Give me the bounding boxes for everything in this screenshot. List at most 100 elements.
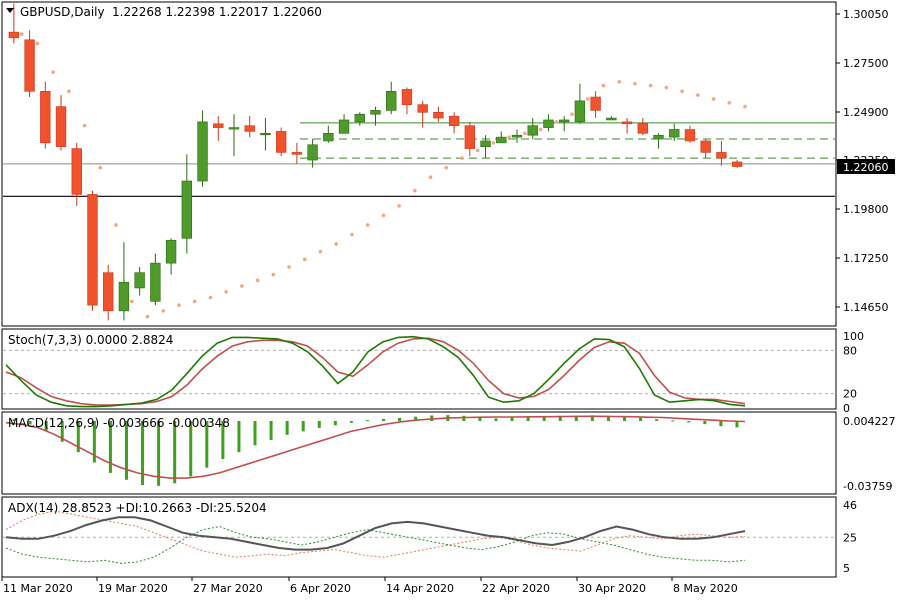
candle-body [103,272,114,312]
candle-body [527,125,538,136]
sar-dot [177,303,181,307]
sar-dot [413,188,417,193]
date-tick-label: 22 Apr 2020 [482,582,550,595]
sar-dot [334,242,338,246]
macd-tick-label: -0.03759 [843,480,892,493]
candle-body [401,89,413,105]
macd-bar [494,418,498,421]
sar-dot [523,131,527,136]
sar-dot [287,265,291,269]
macd-signal-line [5,415,746,479]
macd-label: MACD(12,26,9) -0.003666 -0.000348 [8,416,230,430]
sar-dot [145,314,150,319]
candle-body [684,129,696,142]
adx-tick-label: 46 [843,499,857,512]
sar-dot [67,89,71,94]
candle-body [275,131,287,153]
candle-body [150,262,161,302]
price-tick-label: 1.17250 [843,252,889,265]
candle-body [669,129,680,138]
sar-dot [460,156,464,160]
sar-dot [271,272,276,277]
macd-bar [108,421,112,473]
sar-dot [192,299,197,304]
macd-bar [285,421,289,435]
candle-body [181,180,192,239]
macd-bar [687,421,691,423]
macd-bar [398,417,402,421]
macd-bar [173,421,177,484]
date-tick-label: 8 May 2020 [673,582,738,595]
date-tick-label: 19 Mar 2020 [98,582,168,595]
sar-dot [680,89,684,94]
sar-dot [633,81,637,86]
candle-body [417,104,428,113]
sar-dot [648,83,653,88]
sar-dot [617,79,622,84]
horizontal-levels [3,122,835,197]
sar-dot [743,104,747,109]
macd-bar [44,421,48,432]
sar-dot [114,223,118,227]
adx-main-line [5,516,746,551]
candle-body [559,119,570,123]
candle-body [354,113,365,123]
macd-bar [205,421,209,468]
candle-body [338,119,350,134]
collapse-triangle-icon[interactable] [6,8,14,13]
price-pane-frame [1,1,837,327]
macd-series [5,415,746,486]
candle-body [653,134,664,140]
macd-pane-frame [1,411,837,495]
sar-dot [444,165,449,170]
sar-dot [240,284,244,288]
adx-minus-di-line [5,510,746,558]
parabolic-sar [19,32,747,319]
candlestick-series [8,3,743,321]
macd-bar [301,421,305,432]
ohlc-readout: 1.22268 1.22398 1.22017 1.22060 [112,5,322,19]
current-price-label: 1.22060 [843,161,889,174]
date-tick-label: 6 Apr 2020 [290,582,351,595]
macd-bar [189,421,193,477]
macd-bar [28,421,32,425]
candle-body [496,136,507,144]
sar-dot [208,295,213,300]
macd-bar [526,416,530,421]
sar-dot [664,85,669,90]
price-tick-label: 1.27500 [843,57,889,70]
adx-pane-frame [1,496,837,578]
price-tick-label: 1.19800 [843,203,889,216]
candle-body [165,239,177,264]
candle-body [213,123,224,128]
macd-bar [221,421,225,460]
candle-body [464,125,476,149]
stoch-main-line [5,335,746,408]
candle-body [307,144,318,161]
macd-bar [735,421,739,428]
adx-label: ADX(14) 28.8523 +DI:10.2663 -DI:25.5204 [8,501,267,515]
sar-dot [570,112,574,117]
sar-dot [129,299,134,304]
symbol-label: GBPUSD,Daily [20,5,105,19]
macd-bar [639,417,643,421]
sar-dot [51,70,55,75]
sar-dot [538,127,543,132]
candle-body [606,117,617,121]
sar-dot [428,175,433,180]
macd-bar [606,415,610,421]
macd-bar [365,420,369,422]
macd-bar [558,415,562,421]
candle-body [260,133,271,136]
macd-bar [157,421,161,486]
macd-tick-label: 0.004227 [843,415,896,428]
macd-bar [542,416,546,421]
candle-body [433,112,444,119]
sar-dot [696,93,700,97]
macd-bar [76,421,80,453]
sar-dot [711,97,716,101]
candle-body [244,125,255,132]
sar-dot [381,213,386,218]
